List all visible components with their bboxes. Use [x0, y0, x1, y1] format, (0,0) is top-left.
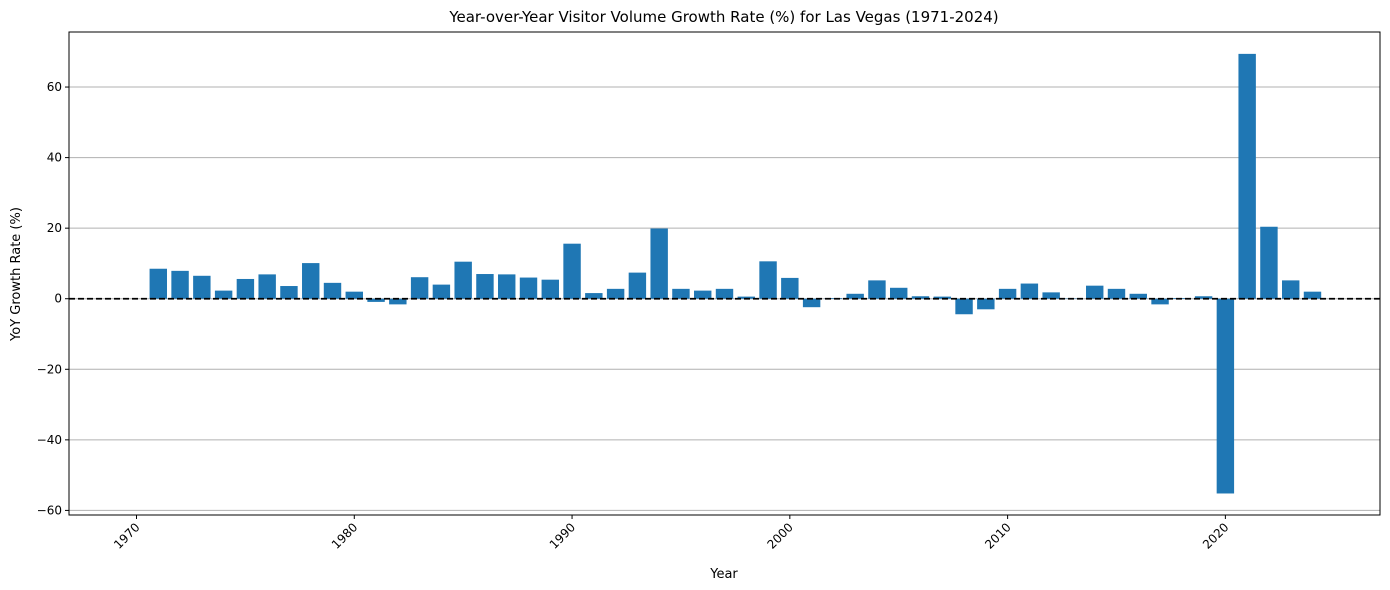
x-tick-label: 2000 [764, 520, 795, 551]
bar-2002 [824, 298, 843, 299]
bar-1991 [585, 293, 603, 299]
bar-2005 [890, 287, 908, 299]
x-axis-label: Year [709, 567, 738, 582]
x-tick-label: 1970 [111, 520, 142, 551]
bar-1971 [149, 268, 167, 299]
bar-1999 [759, 261, 777, 299]
y-tick-label: −60 [37, 503, 62, 517]
x-tick-label: 1990 [547, 520, 578, 551]
x-axis-ticks: 1970 1980 1990 2000 2010 2020 [111, 515, 1232, 552]
bar-2004 [868, 280, 886, 299]
bar-2020 [1216, 298, 1235, 494]
y-tick-label: 60 [47, 80, 62, 94]
bar-1976 [258, 274, 276, 299]
y-tick-label: 20 [47, 221, 62, 235]
x-tick-label: 2020 [1200, 520, 1231, 551]
x-tick-label: 2010 [982, 520, 1013, 551]
bar-1977 [280, 286, 298, 299]
bar-1980 [345, 291, 363, 299]
bars [149, 53, 1322, 494]
bar-1990 [563, 243, 581, 299]
bar-2009 [977, 298, 995, 310]
bar-1974 [214, 290, 233, 299]
y-tick-label: −40 [37, 433, 62, 447]
bar-2019 [1194, 296, 1213, 299]
bar-2006 [911, 296, 930, 299]
bar-1988 [519, 277, 538, 299]
x-tick-label: 1980 [329, 520, 360, 551]
bar-1985 [454, 261, 472, 299]
bar-1972 [171, 270, 189, 299]
bar-1983 [410, 277, 429, 299]
bar-2014 [1086, 285, 1104, 299]
bar-1975 [236, 278, 255, 299]
bar-1995 [672, 288, 690, 299]
bar-1979 [323, 282, 342, 299]
bar-2008 [955, 298, 973, 315]
bar-1984 [432, 284, 451, 299]
bar-2024 [1303, 291, 1322, 299]
bar-1996 [694, 290, 712, 299]
bar-1992 [606, 288, 625, 299]
bar-2000 [781, 277, 799, 299]
bar-2021 [1238, 53, 1256, 299]
bar-2017 [1151, 298, 1169, 305]
bar-2003 [846, 293, 864, 299]
y-tick-label: 0 [54, 292, 62, 306]
bar-1993 [628, 272, 647, 299]
y-axis-ticks: −60 −40 −20 0 20 40 60 [37, 80, 69, 517]
bar-1987 [498, 274, 516, 299]
plot-frame [68, 31, 1381, 516]
bar-2011 [1020, 283, 1039, 299]
bar-1998 [737, 296, 755, 299]
bar-1978 [302, 263, 320, 299]
bar-2007 [933, 296, 951, 299]
bar-2010 [998, 288, 1017, 299]
y-tick-label: 40 [47, 151, 62, 165]
bar-1997 [715, 288, 734, 299]
bar-2023 [1282, 280, 1300, 299]
bar-1981 [367, 298, 385, 302]
y-axis-label: YoY Growth Rate (%) [9, 207, 24, 342]
bar-1989 [541, 279, 559, 299]
bar-2022 [1260, 226, 1278, 299]
bar-1994 [650, 228, 668, 299]
bar-2015 [1107, 288, 1126, 299]
bar-2016 [1129, 293, 1147, 299]
y-tick-label: −20 [37, 362, 62, 376]
bar-1986 [476, 274, 494, 299]
bar-1982 [389, 298, 407, 305]
bar-2012 [1042, 292, 1060, 299]
bar-1973 [193, 275, 211, 299]
bar-2001 [802, 298, 821, 308]
chart-title: Year-over-Year Visitor Volume Growth Rat… [448, 8, 998, 26]
